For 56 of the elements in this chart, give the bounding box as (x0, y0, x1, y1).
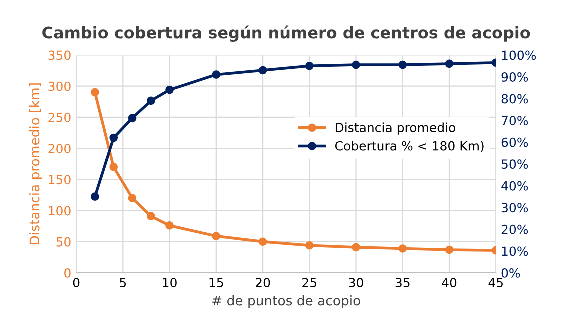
point (212, 70, 221, 80)
point (166, 222, 174, 230)
point (146, 212, 156, 221)
y2-tick-label: 30% (502, 203, 528, 213)
y2-tick-label: 70% (502, 116, 528, 126)
y2-tick-label: 100% (502, 50, 536, 60)
x-axis-title: # de puntos de acopio (212, 296, 360, 308)
point (212, 232, 221, 240)
point (352, 60, 360, 70)
y2-tick-label: 80% (502, 94, 528, 104)
point (445, 246, 454, 254)
point (110, 134, 118, 142)
point (398, 60, 408, 70)
y2-tick-label: 40% (502, 181, 528, 191)
y2-tick-label: 60% (502, 138, 528, 148)
y2-tick-label: 10% (502, 246, 528, 256)
y-tick-label: 200 (48, 144, 71, 154)
x-tick-label: 20 (256, 278, 270, 288)
y-tick-label: 300 (48, 82, 71, 92)
point (146, 96, 156, 106)
point (91, 192, 100, 201)
y-tick-label: 50 (56, 237, 71, 247)
y-tick-label: 250 (48, 112, 71, 122)
point (352, 243, 360, 252)
point (91, 88, 100, 97)
point (258, 66, 268, 75)
x-tick-label: 45 (488, 278, 503, 288)
x-tick-label: 25 (302, 278, 317, 288)
legend-label: Cobertura % < 180 Km) (335, 141, 484, 152)
y-axis-title: Distancia promedio [km] (30, 84, 42, 244)
x-tick-label: 35 (396, 278, 410, 288)
y-tick-label: 100 (49, 206, 71, 216)
point (305, 62, 314, 70)
legend-label: Distancia promedio (336, 122, 456, 135)
x-tick-label: 10 (163, 278, 177, 288)
x-tick-label: 5 (120, 278, 126, 288)
y2-tick-label: 90% (502, 72, 528, 82)
x-tick-label: 0 (73, 278, 80, 288)
chart-title: Cambio cobertura según número de centros de acopio (42, 26, 530, 42)
point (305, 241, 314, 250)
y2-tick-label: 0% (502, 268, 520, 278)
y2-tick-label: 50% (502, 160, 528, 170)
point (128, 114, 137, 123)
x-tick-label: 30 (349, 278, 364, 288)
point (258, 238, 268, 246)
point (398, 244, 408, 253)
point (166, 86, 174, 94)
y2-tick-label: 20% (502, 224, 528, 234)
point (445, 60, 454, 68)
y-tick-label: 0 (64, 268, 71, 278)
y-tick-label: 150 (49, 175, 71, 185)
x-tick-label: 40 (442, 278, 457, 288)
y-tick-label: 350 (48, 50, 71, 60)
point (110, 163, 118, 172)
x-tick-label: 15 (210, 278, 224, 288)
point (128, 194, 137, 203)
